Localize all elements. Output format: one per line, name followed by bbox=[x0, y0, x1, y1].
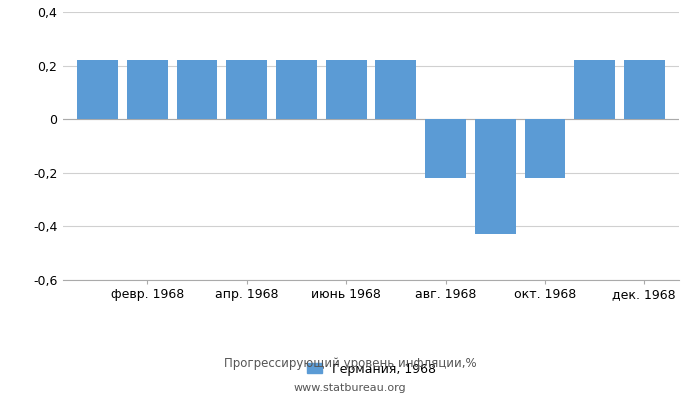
Bar bbox=[78, 60, 118, 119]
Bar bbox=[475, 119, 516, 234]
Bar bbox=[276, 60, 317, 119]
Legend: Германия, 1968: Германия, 1968 bbox=[307, 362, 435, 376]
Text: Прогрессирующий уровень инфляции,%: Прогрессирующий уровень инфляции,% bbox=[224, 358, 476, 370]
Bar bbox=[375, 60, 416, 119]
Bar bbox=[127, 60, 168, 119]
Bar bbox=[624, 60, 664, 119]
Text: www.statbureau.org: www.statbureau.org bbox=[294, 383, 406, 393]
Bar bbox=[326, 60, 367, 119]
Bar bbox=[226, 60, 267, 119]
Bar bbox=[574, 60, 615, 119]
Bar bbox=[177, 60, 218, 119]
Bar bbox=[524, 119, 565, 178]
Bar bbox=[425, 119, 466, 178]
